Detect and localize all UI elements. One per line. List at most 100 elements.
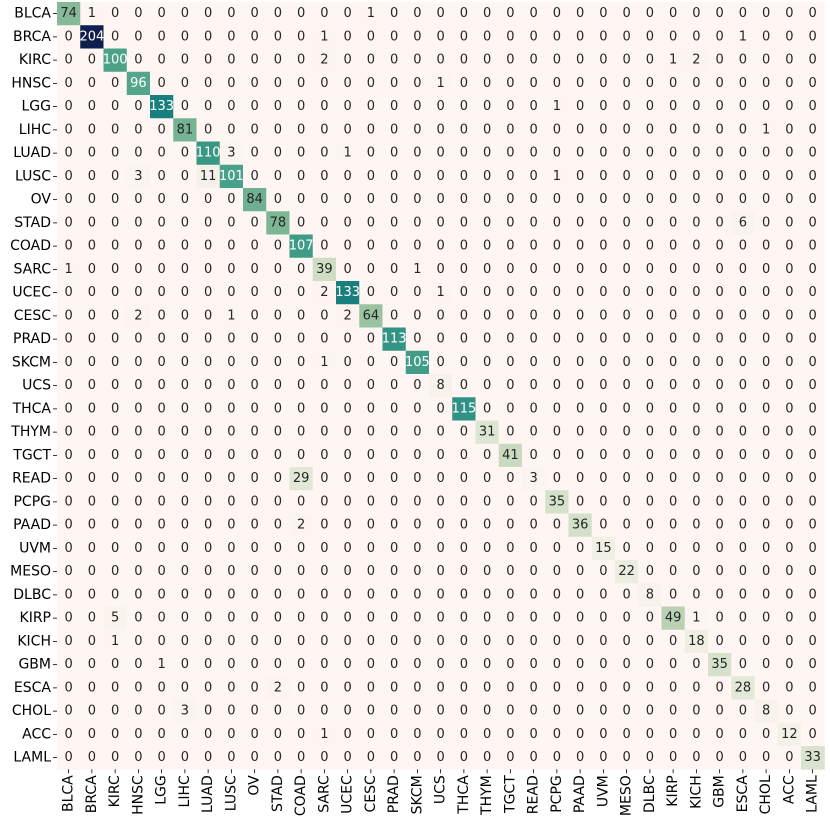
heatmap-cell-value: 0: [297, 611, 305, 626]
heatmap-cell: [731, 629, 755, 654]
heatmap-cell: [661, 25, 686, 49]
heatmap-cell: [708, 71, 732, 96]
heatmap-cell: [57, 583, 81, 607]
heatmap-cell: [289, 583, 314, 607]
heatmap-cell-value: 0: [808, 76, 816, 91]
heatmap-cell: [777, 281, 802, 305]
heatmap-cell: [382, 536, 407, 561]
heatmap-cell-value: 0: [64, 378, 72, 393]
heatmap-cell: [80, 443, 104, 468]
heatmap-cell: [243, 327, 267, 352]
heatmap-cell: [150, 676, 174, 700]
heatmap-cell-value: 0: [274, 146, 282, 161]
heatmap-cell-value: 0: [739, 53, 747, 68]
heatmap-cell: [312, 746, 337, 770]
heatmap-cell: [661, 583, 686, 607]
heatmap-cell: [568, 443, 593, 468]
heatmap-cell-value: 0: [669, 215, 677, 230]
heatmap-cell: [615, 95, 639, 119]
heatmap-cell: [173, 327, 197, 352]
heatmap-cell: [57, 95, 81, 119]
heatmap-cell: [150, 164, 174, 189]
heatmap-cell-value: 0: [64, 680, 72, 695]
heatmap-cell: [405, 397, 430, 421]
heatmap-cell-value: 0: [739, 401, 747, 416]
heatmap-cell-value: 0: [274, 471, 282, 486]
heatmap-cell-value: 0: [64, 657, 72, 672]
heatmap-cell: [173, 722, 197, 747]
heatmap-cell: [196, 164, 221, 189]
heatmap-cell: [801, 48, 825, 73]
heatmap-cell: [429, 2, 453, 26]
heatmap-cell: [150, 443, 174, 468]
heatmap-cell-value: 0: [134, 611, 142, 626]
heatmap-cell: [405, 374, 430, 398]
heatmap-cell: [708, 746, 732, 770]
column-tick-label: CHOL: [758, 775, 774, 814]
heatmap-cell-value: 0: [692, 704, 700, 719]
heatmap-cell: [615, 141, 639, 166]
heatmap-cell: [173, 48, 197, 73]
heatmap-cell-value: 0: [343, 29, 351, 44]
heatmap-cell-value: 0: [297, 332, 305, 347]
heatmap-cell-value: 0: [739, 518, 747, 533]
heatmap-cell: [545, 490, 569, 514]
heatmap-cell: [522, 560, 546, 584]
heatmap-cell-value: 0: [460, 750, 468, 765]
heatmap-cell: [336, 118, 360, 142]
heatmap-cell: [801, 71, 825, 96]
heatmap-cell: [103, 25, 128, 49]
heatmap-cell: [545, 420, 569, 445]
heatmap-cell: [103, 164, 128, 189]
heatmap-cell-value: 1: [436, 285, 444, 300]
heatmap-cell-value: 0: [181, 53, 189, 68]
heatmap-cell-value: 0: [669, 146, 677, 161]
heatmap-cell-value: 0: [134, 587, 142, 602]
heatmap-cell: [777, 374, 802, 398]
heatmap-cell-value: 0: [576, 29, 584, 44]
row-tick-label: LUSC: [15, 168, 51, 184]
heatmap-cell-value: 0: [529, 401, 537, 416]
heatmap-cell-value: 0: [622, 285, 630, 300]
heatmap-cell-value: 0: [88, 215, 96, 230]
heatmap-cell-value: 0: [460, 215, 468, 230]
heatmap-cell: [312, 234, 337, 259]
heatmap-cell: [150, 397, 174, 421]
heatmap-cell: [289, 629, 314, 654]
heatmap-cell: [266, 118, 290, 142]
heatmap-cell-value: 0: [576, 471, 584, 486]
heatmap-cell-value: 0: [669, 262, 677, 277]
heatmap-cell: [243, 699, 267, 724]
heatmap-cell: [661, 350, 686, 375]
heatmap-cell-value: 0: [157, 541, 165, 556]
heatmap-cell: [382, 583, 407, 607]
heatmap-cell-value: 0: [227, 680, 235, 695]
heatmap-cell: [219, 118, 244, 142]
heatmap-cell-value: 0: [343, 239, 351, 254]
heatmap-cell-value: 2: [343, 308, 351, 323]
heatmap-cell-value: 0: [343, 192, 351, 207]
heatmap-cell-value: 0: [367, 680, 375, 695]
heatmap-cell-value: 0: [88, 518, 96, 533]
heatmap-cell-value: 0: [739, 239, 747, 254]
heatmap-cell-value: 0: [413, 239, 421, 254]
heatmap-cell-value: 0: [506, 750, 514, 765]
heatmap-cell-value: 0: [739, 587, 747, 602]
heatmap-cell: [359, 25, 383, 49]
heatmap-cell: [196, 327, 221, 352]
heatmap-cell-value: 0: [529, 122, 537, 137]
heatmap-cell-value: 0: [692, 564, 700, 579]
heatmap-cell-value: 0: [808, 541, 816, 556]
heatmap-cell-value: 0: [88, 587, 96, 602]
heatmap-cell-value: 0: [622, 448, 630, 463]
heatmap-cell: [754, 211, 779, 235]
heatmap-cell: [219, 606, 244, 631]
heatmap-cell-value: 0: [622, 401, 630, 416]
heatmap-cell-value: 0: [320, 587, 328, 602]
column-tick-label: READ: [526, 775, 542, 814]
heatmap-cell-value: 0: [204, 634, 212, 649]
heatmap-cell: [498, 257, 523, 282]
heatmap-cell-value: 0: [390, 541, 398, 556]
heatmap-cell-value: 1: [739, 29, 747, 44]
heatmap-cell: [266, 420, 290, 445]
